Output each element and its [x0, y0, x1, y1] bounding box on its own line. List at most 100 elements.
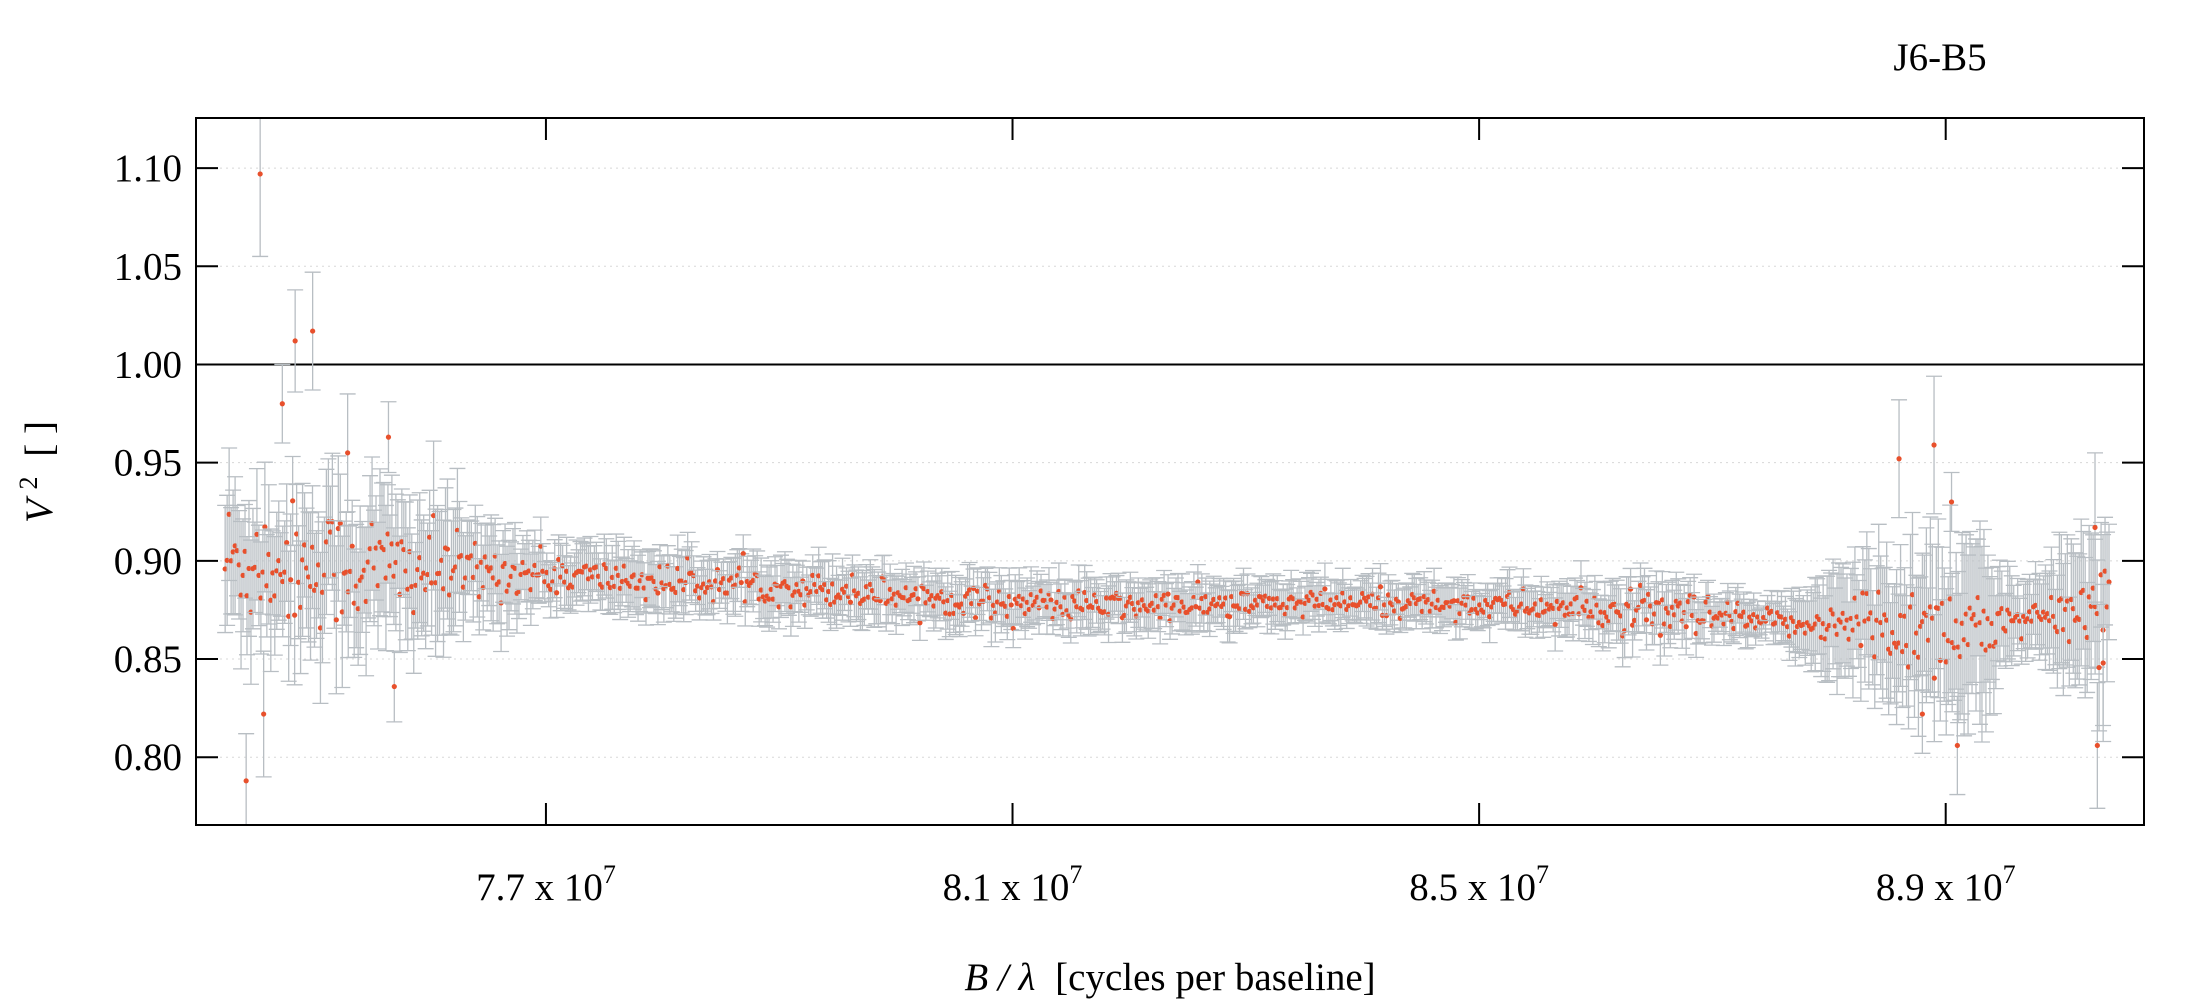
- data-marker: [1052, 606, 1058, 612]
- data-marker: [1498, 597, 1505, 603]
- data-marker: [921, 586, 927, 592]
- data-marker: [861, 596, 867, 602]
- data-marker: [345, 450, 351, 456]
- data-point: [393, 488, 410, 596]
- data-marker: [1284, 604, 1290, 611]
- data-marker: [1689, 612, 1695, 619]
- data-point: [483, 514, 500, 622]
- data-marker: [615, 572, 621, 578]
- data-marker: [264, 583, 270, 589]
- data-marker: [635, 585, 641, 591]
- data-point: [1624, 592, 1641, 658]
- data-marker: [1866, 616, 1872, 622]
- data-marker: [389, 541, 395, 547]
- data-point: [1656, 591, 1673, 657]
- data-marker: [2102, 568, 2108, 574]
- data-marker: [700, 581, 707, 587]
- data-marker: [343, 569, 349, 575]
- data-marker: [548, 586, 554, 592]
- data-marker: [1965, 641, 1971, 648]
- data-marker: [760, 594, 766, 600]
- data-point: [512, 548, 529, 601]
- data-marker: [1834, 631, 1840, 637]
- data-marker: [820, 587, 826, 593]
- data-marker: [2100, 660, 2106, 666]
- data-point: [304, 485, 321, 610]
- data-marker: [1020, 596, 1026, 602]
- data-marker: [903, 585, 909, 591]
- data-marker: [1532, 601, 1538, 607]
- data-marker: [945, 597, 951, 604]
- data-marker: [808, 589, 814, 595]
- data-marker: [605, 580, 611, 586]
- data-point: [1029, 570, 1046, 625]
- data-marker: [1800, 621, 1806, 628]
- data-marker: [1268, 605, 1274, 611]
- data-marker: [526, 568, 532, 574]
- data-marker: [1195, 579, 1201, 585]
- data-marker: [540, 568, 546, 574]
- data-marker: [387, 563, 393, 569]
- data-marker: [1485, 601, 1491, 608]
- data-marker: [829, 581, 836, 587]
- data-marker: [1768, 608, 1775, 614]
- data-marker: [413, 582, 419, 588]
- data-point: [501, 539, 518, 631]
- data-marker: [2019, 636, 2025, 642]
- data-marker: [1961, 637, 1967, 643]
- data-marker: [1828, 607, 1834, 613]
- data-marker: [2021, 613, 2027, 620]
- data-marker: [587, 567, 594, 573]
- data-point: [2099, 531, 2116, 683]
- data-point: [1340, 587, 1357, 625]
- data-marker: [885, 598, 891, 604]
- data-marker: [583, 563, 590, 569]
- data-marker: [1314, 596, 1320, 602]
- data-marker: [1954, 742, 1960, 749]
- data-marker: [1818, 634, 1824, 640]
- data-point: [272, 532, 289, 617]
- y-tick-label: 0.80: [114, 736, 182, 779]
- data-marker: [1945, 638, 1951, 644]
- data-point: [292, 540, 309, 675]
- data-marker: [1784, 624, 1791, 630]
- data-marker: [1909, 592, 1916, 598]
- data-marker: [609, 574, 615, 580]
- data-point: [1384, 579, 1401, 630]
- data-point: [1275, 583, 1292, 626]
- data-marker: [337, 520, 343, 526]
- data-marker: [1391, 608, 1397, 614]
- data-marker: [351, 600, 357, 606]
- data-marker: [1948, 499, 1955, 505]
- data-marker: [802, 602, 808, 608]
- data-marker: [1927, 604, 1933, 610]
- data-marker: [720, 575, 727, 582]
- data-marker: [1139, 597, 1145, 603]
- data-marker: [911, 591, 917, 598]
- data-point: [1991, 559, 2008, 667]
- data-marker: [667, 581, 673, 587]
- data-marker: [776, 604, 782, 610]
- data-marker: [788, 604, 794, 610]
- data-marker: [1816, 616, 1822, 623]
- data-marker: [1101, 609, 1108, 615]
- data-marker: [959, 601, 965, 607]
- data-marker: [1870, 635, 1876, 641]
- data-point: [252, 118, 269, 258]
- data-marker: [718, 580, 725, 586]
- data-marker: [1941, 631, 1947, 638]
- data-marker: [1943, 659, 1949, 665]
- data-marker: [1647, 603, 1654, 609]
- data-marker: [1663, 605, 1669, 612]
- data-marker: [1997, 610, 2003, 616]
- data-marker: [554, 590, 560, 596]
- data-point: [1580, 592, 1597, 643]
- data-marker: [317, 625, 324, 631]
- data-marker: [603, 565, 609, 572]
- data-marker: [762, 598, 768, 604]
- data-marker: [550, 579, 556, 585]
- data-marker: [1598, 609, 1604, 615]
- data-marker: [262, 524, 268, 530]
- data-marker: [1985, 616, 1991, 622]
- data-marker: [812, 581, 818, 588]
